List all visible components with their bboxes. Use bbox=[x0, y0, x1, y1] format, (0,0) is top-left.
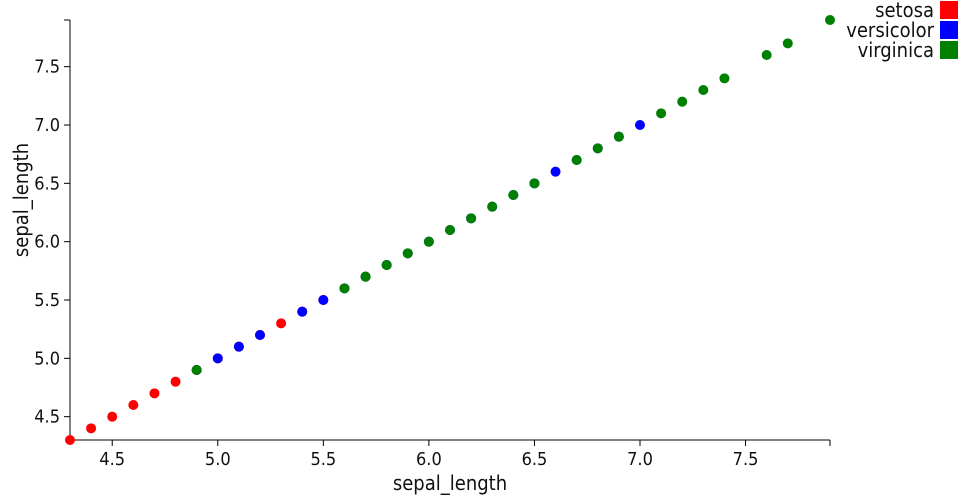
data-point-setosa bbox=[276, 318, 287, 329]
data-point-virginica bbox=[445, 225, 455, 235]
data-point-virginica bbox=[487, 201, 498, 212]
y-tick-label: 5.0 bbox=[34, 348, 60, 369]
data-point-virginica bbox=[825, 15, 835, 25]
data-point-versicolor bbox=[212, 353, 223, 364]
data-point-versicolor bbox=[635, 120, 645, 130]
y-tick-label: 7.0 bbox=[34, 115, 60, 136]
data-point-virginica bbox=[719, 73, 730, 84]
data-point-setosa bbox=[65, 435, 75, 445]
legend-swatch-virginica bbox=[940, 41, 958, 59]
y-axis-title: sepal_length bbox=[9, 143, 33, 257]
y-ticks: 4.5 5.0 5.5 6.0 6.5 7.0 7.5 bbox=[34, 57, 70, 428]
data-point-virginica bbox=[360, 271, 371, 282]
data-point-virginica bbox=[592, 143, 603, 154]
data-point-versicolor bbox=[297, 306, 308, 317]
data-point-virginica bbox=[381, 260, 392, 270]
y-tick-label: 4.5 bbox=[34, 407, 60, 428]
x-tick-label: 7.0 bbox=[627, 449, 653, 470]
data-point-virginica bbox=[339, 283, 350, 294]
data-point-virginica bbox=[761, 50, 772, 60]
data-points bbox=[65, 15, 835, 445]
data-point-setosa bbox=[128, 400, 139, 410]
data-point-setosa bbox=[107, 411, 118, 422]
data-point-virginica bbox=[571, 155, 582, 165]
data-point-virginica bbox=[677, 96, 688, 107]
data-point-virginica bbox=[782, 38, 793, 49]
legend-label-setosa: setosa bbox=[875, 0, 934, 22]
data-point-virginica bbox=[613, 131, 624, 142]
y-tick-label: 6.0 bbox=[34, 232, 60, 253]
data-point-virginica bbox=[508, 190, 519, 200]
data-point-virginica bbox=[466, 213, 477, 224]
data-point-virginica bbox=[423, 236, 434, 247]
legend-swatch-versicolor bbox=[940, 21, 958, 39]
data-point-versicolor bbox=[550, 166, 561, 177]
x-tick-label: 6.5 bbox=[522, 449, 548, 470]
legend-label-versicolor: versicolor bbox=[846, 18, 934, 42]
data-point-virginica bbox=[402, 248, 413, 259]
legend-label-virginica: virginica bbox=[858, 38, 934, 62]
y-tick-label: 5.5 bbox=[34, 290, 60, 311]
x-ticks: 4.5 5.0 5.5 6.0 6.5 7.0 7.5 bbox=[99, 440, 758, 470]
x-tick-label: 5.0 bbox=[205, 449, 231, 470]
axes bbox=[64, 19, 831, 446]
data-point-setosa bbox=[149, 388, 160, 399]
data-point-virginica bbox=[191, 365, 202, 375]
data-point-virginica bbox=[529, 178, 540, 189]
y-tick-label: 6.5 bbox=[34, 173, 60, 194]
data-point-versicolor bbox=[255, 330, 265, 340]
y-tick-label: 7.5 bbox=[34, 57, 60, 78]
data-point-setosa bbox=[170, 376, 181, 387]
x-tick-label: 5.5 bbox=[310, 449, 336, 470]
legend-swatch-setosa bbox=[940, 1, 958, 19]
x-axis-title: sepal_length bbox=[393, 471, 507, 495]
data-point-virginica bbox=[698, 85, 709, 95]
data-point-versicolor bbox=[318, 295, 329, 305]
x-tick-label: 4.5 bbox=[99, 449, 125, 470]
x-tick-label: 6.0 bbox=[416, 449, 442, 470]
x-tick-label: 7.5 bbox=[733, 449, 759, 470]
data-point-virginica bbox=[656, 108, 667, 119]
data-point-setosa bbox=[86, 423, 97, 434]
data-point-versicolor bbox=[233, 341, 244, 352]
